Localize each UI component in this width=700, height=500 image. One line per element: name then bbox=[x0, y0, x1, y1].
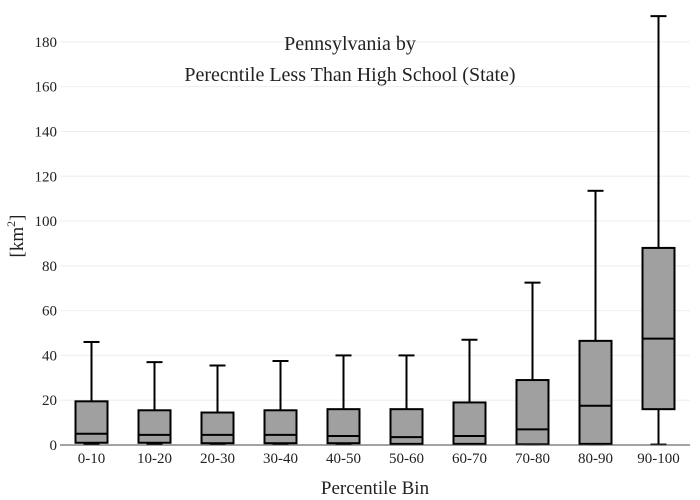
box-group-90-100 bbox=[641, 15, 676, 446]
box-group-60-70 bbox=[452, 338, 487, 446]
boxes bbox=[74, 15, 676, 446]
box-iqr bbox=[74, 400, 109, 444]
x-tick-label: 20-30 bbox=[200, 451, 235, 467]
box-group-0-10 bbox=[74, 340, 109, 445]
y-tick-label: 100 bbox=[35, 214, 58, 230]
y-tick-label: 0 bbox=[50, 438, 58, 454]
y-tick-label: 80 bbox=[42, 259, 57, 275]
box-group-30-40 bbox=[263, 360, 298, 446]
chart-title-line-1: Pennsylvania by bbox=[284, 33, 416, 55]
x-tick-label: 0-10 bbox=[78, 451, 106, 467]
box-group-80-90 bbox=[578, 189, 613, 446]
box-iqr bbox=[326, 408, 361, 445]
x-tick-label: 50-60 bbox=[389, 451, 424, 467]
x-tick-label: 60-70 bbox=[452, 451, 487, 467]
box-iqr bbox=[389, 408, 424, 445]
box-iqr bbox=[578, 339, 613, 445]
box-group-20-30 bbox=[200, 364, 235, 446]
box-iqr bbox=[452, 401, 487, 445]
y-axis-title-superscript: 2 bbox=[4, 221, 18, 227]
x-tick-label: 40-50 bbox=[326, 451, 361, 467]
box-group-10-20 bbox=[137, 361, 172, 445]
x-tick-label: 90-100 bbox=[637, 451, 680, 467]
gridlines bbox=[60, 41, 690, 401]
y-tick-label: 160 bbox=[35, 80, 58, 96]
x-tick-label: 10-20 bbox=[137, 451, 172, 467]
y-axis-title: [km2] bbox=[4, 215, 28, 258]
box-group-50-60 bbox=[389, 354, 424, 446]
box-group-70-80 bbox=[515, 281, 550, 446]
box-group-40-50 bbox=[326, 354, 361, 446]
y-axis-title-close: ] bbox=[7, 215, 28, 221]
box-iqr bbox=[263, 409, 298, 445]
x-tick-label: 30-40 bbox=[263, 451, 298, 467]
x-axis-title: Percentile Bin bbox=[321, 478, 430, 499]
x-tick-label: 70-80 bbox=[515, 451, 550, 467]
y-tick-label: 120 bbox=[35, 169, 58, 185]
y-tick-label: 180 bbox=[35, 35, 58, 51]
box-iqr bbox=[515, 379, 550, 446]
y-tick-label: 40 bbox=[42, 348, 57, 364]
y-tick-label: 20 bbox=[42, 393, 57, 409]
y-axis-title-unit: [km bbox=[7, 227, 28, 258]
y-tick-label: 60 bbox=[42, 304, 57, 320]
x-axis-ticks: 0-10 10-20 20-30 30-40 40-50 50-60 60-70 70-80 8… bbox=[78, 451, 680, 467]
box-iqr bbox=[641, 246, 676, 411]
y-axis-ticks: 0 20 40 60 80 100 120 140 160 180 bbox=[35, 35, 58, 454]
box-iqr bbox=[137, 409, 172, 444]
y-tick-label: 140 bbox=[35, 124, 58, 140]
box-iqr bbox=[200, 411, 235, 445]
x-tick-label: 80-90 bbox=[578, 451, 613, 467]
chart-title-line-2: Perecntile Less Than High School (State) bbox=[184, 64, 515, 86]
